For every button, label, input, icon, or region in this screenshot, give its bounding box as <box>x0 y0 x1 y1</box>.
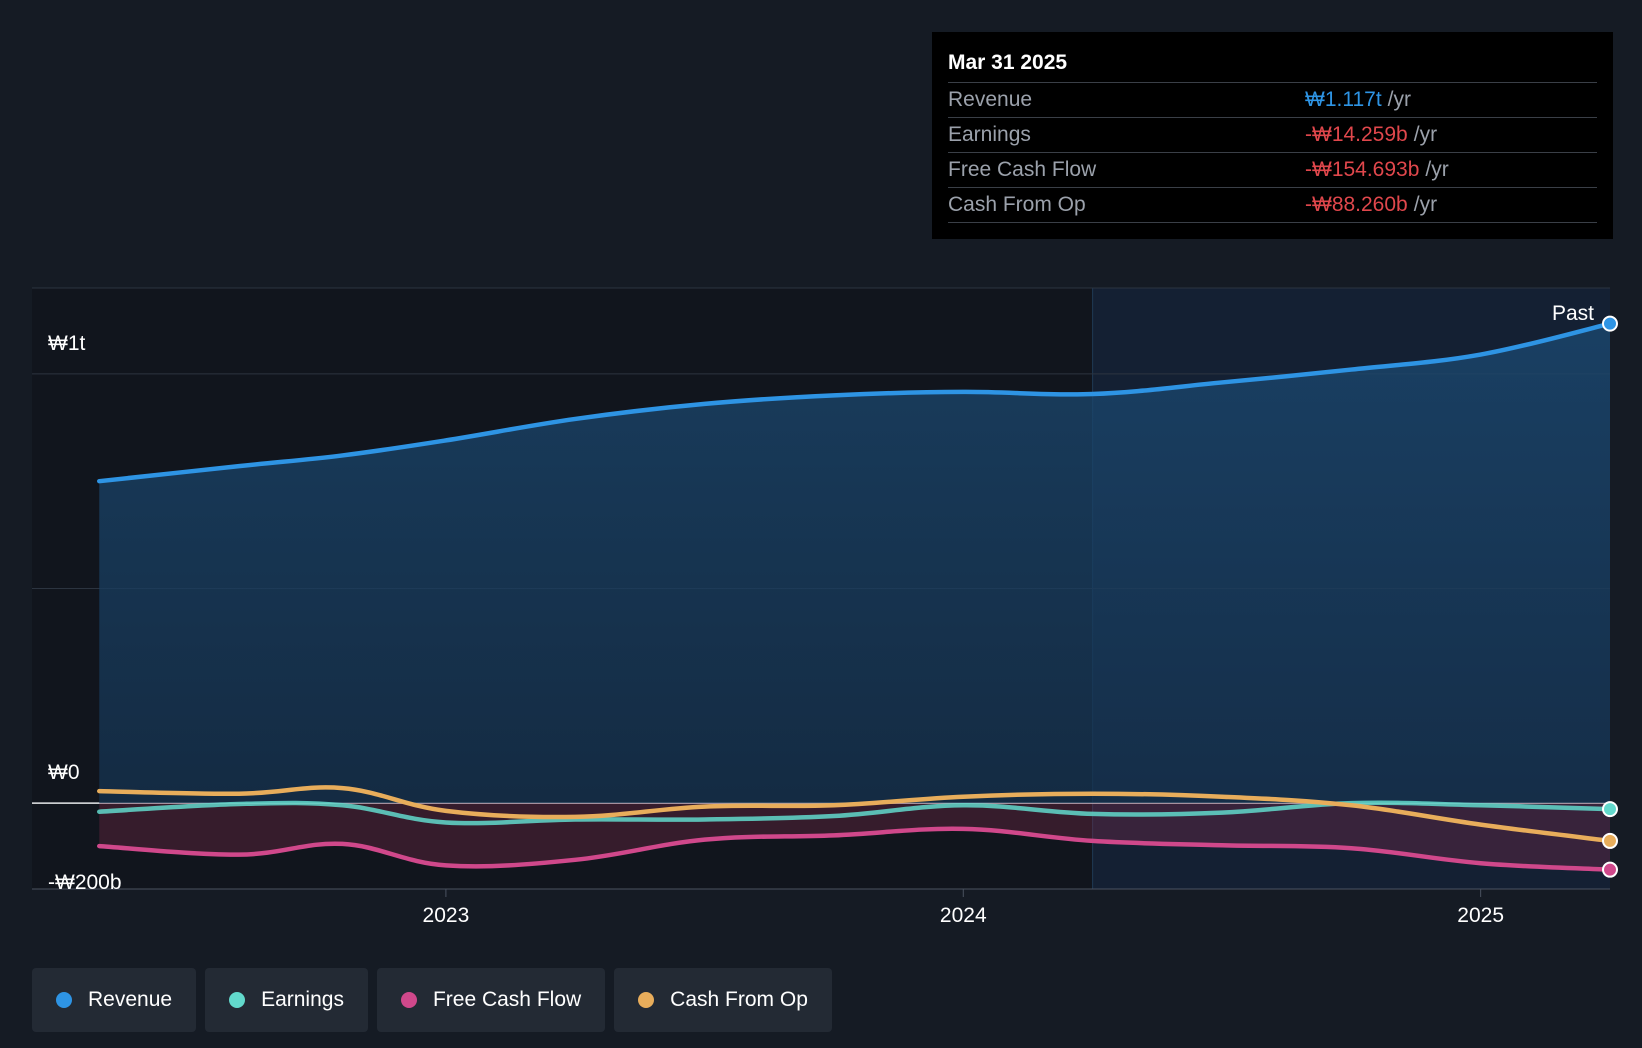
tooltip-row-revenue: Revenue ₩1.117t/yr <box>948 83 1597 118</box>
point-cash-from-op <box>1602 832 1618 849</box>
tooltip-date: Mar 31 2025 <box>948 44 1597 83</box>
point-free-cash-flow <box>1602 861 1618 878</box>
tooltip-unit: /yr <box>1425 158 1449 181</box>
tooltip-label: Free Cash Flow <box>948 158 1097 181</box>
line-free-cash-flow <box>97 826 1613 872</box>
x-tick-label: 2025 <box>1457 904 1504 927</box>
legend-label: Revenue <box>88 988 173 1011</box>
legend-dot-icon <box>638 992 655 1008</box>
legend-item-cash-from-op[interactable]: Cash From Op <box>614 968 832 1032</box>
point-earnings <box>1602 801 1618 818</box>
legend-item-free-cash-flow[interactable]: Free Cash Flow <box>376 968 606 1032</box>
tooltip-label: Revenue <box>948 88 1033 111</box>
tooltip-unit: /yr <box>1413 123 1438 146</box>
tooltip-unit: /yr <box>1413 193 1438 216</box>
past-label: Past <box>1552 302 1594 325</box>
tooltip-row-earnings: Earnings -₩14.259b/yr <box>948 118 1597 153</box>
legend: Revenue Earnings Free Cash Flow Cash Fro… <box>32 968 832 1032</box>
tooltip-label: Cash From Op <box>948 193 1086 216</box>
legend-dot-icon <box>400 992 417 1008</box>
legend-dot-icon <box>229 992 246 1008</box>
legend-item-earnings[interactable]: Earnings <box>205 968 368 1032</box>
tooltip-unit: /yr <box>1387 88 1411 111</box>
x-tick-label: 2024 <box>940 904 987 927</box>
area-free-cash-flow <box>99 803 1610 870</box>
legend-label: Cash From Op <box>670 988 808 1011</box>
legend-label: Free Cash Flow <box>432 988 582 1011</box>
tooltip-value: ₩1.117t <box>1305 88 1382 111</box>
tooltip-value: -₩88.260b <box>1305 193 1408 216</box>
legend-label: Earnings <box>261 988 344 1011</box>
tooltip-value: -₩154.693b <box>1305 158 1420 181</box>
tooltip-label: Earnings <box>948 123 1031 146</box>
y-tick-label: ₩1t <box>48 332 86 355</box>
tooltip-row-free-cash-flow: Free Cash Flow -₩154.693b/yr <box>948 153 1597 188</box>
x-tick-label: 2023 <box>423 904 470 927</box>
tooltip-panel: Mar 31 2025 Revenue ₩1.117t/yr Earnings … <box>932 32 1613 239</box>
legend-dot-icon <box>56 992 72 1008</box>
y-tick-label: -₩200b <box>48 871 122 894</box>
legend-item-revenue[interactable]: Revenue <box>32 968 197 1032</box>
tooltip-value: -₩14.259b <box>1305 123 1408 146</box>
y-tick-label: ₩0 <box>48 761 80 784</box>
line-revenue <box>97 321 1613 484</box>
area-revenue <box>99 323 1610 804</box>
line-cash-from-op <box>97 785 1613 844</box>
point-revenue <box>1602 315 1618 332</box>
tooltip-row-cash-from-op: Cash From Op -₩88.260b/yr <box>948 188 1597 223</box>
